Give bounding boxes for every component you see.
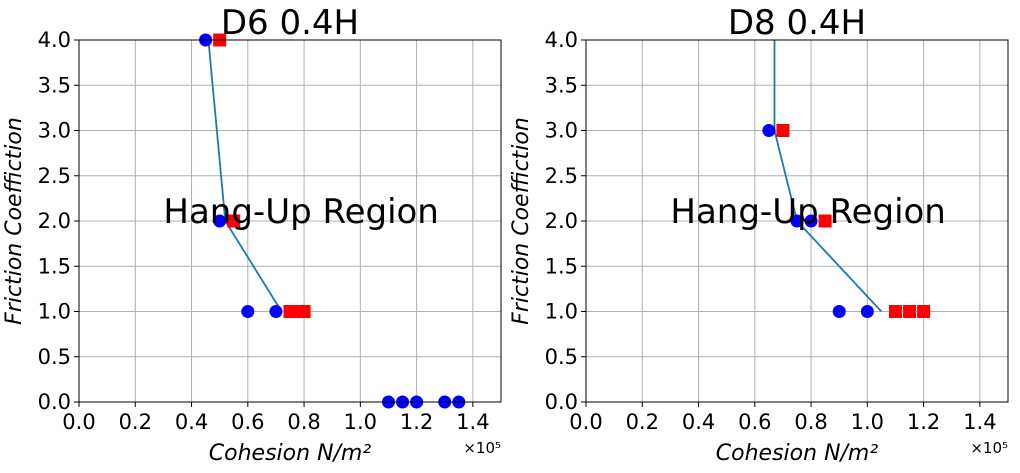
x-tick-label: 1.2 — [400, 410, 433, 434]
blue-circle-point — [762, 124, 776, 137]
chart-title: D6 0.4H — [221, 3, 359, 43]
chart-title: D8 0.4H — [728, 3, 866, 43]
x-tick-label: 0.8 — [794, 410, 827, 434]
red-square-point — [888, 305, 902, 318]
boundary-line — [773, 40, 883, 313]
x-tick-label: 0.8 — [287, 410, 320, 434]
x-tick-label: 1.4 — [456, 410, 489, 434]
chart-panel-2: 0.0 0.2 0.4 0.6 0.8 1.0 1.2 1.4 0.0 0.5 1.0 1.5 2.0 2… — [509, 3, 1009, 466]
x-scale-multiplier: ×10⁵ — [463, 439, 501, 457]
x-tick-label: 0.4 — [682, 410, 715, 434]
y-tick-label: 0.0 — [545, 390, 578, 414]
red-square-point — [903, 305, 917, 318]
blue-circle-point — [269, 305, 283, 318]
y-tick-label: 2.5 — [545, 164, 578, 188]
x-tick-label: 1.4 — [963, 410, 996, 434]
blue-circle-point — [790, 214, 804, 228]
x-tick-label: 0.0 — [569, 410, 602, 434]
y-tick-label: 4.0 — [545, 28, 578, 52]
blue-circle-point — [241, 305, 255, 318]
x-tick-label: 1.0 — [851, 410, 884, 434]
plot-frame — [585, 39, 1009, 403]
x-tick-label: 1.2 — [907, 410, 940, 434]
x-tick-label: 0.2 — [626, 410, 659, 434]
red-square-point — [227, 214, 241, 228]
blue-circle-point — [832, 305, 846, 318]
y-tick-label: 0.5 — [38, 345, 71, 369]
red-square-point — [917, 305, 931, 318]
x-tick-label: 0.2 — [119, 410, 152, 434]
x-axis-label: Cohesion N/m² — [716, 441, 879, 466]
hang-up-region-label: Hang-Up Region — [163, 192, 438, 232]
y-tick-label: 3.0 — [38, 119, 71, 143]
red-square-point — [776, 124, 790, 137]
y-tick-label: 2.0 — [545, 209, 578, 233]
x-scale-multiplier: ×10⁵ — [970, 439, 1008, 457]
plot-frame — [78, 39, 502, 403]
y-tick-label: 0.5 — [545, 345, 578, 369]
blue-circle-point — [860, 305, 874, 318]
chart-panel-1: 0.0 0.2 0.4 0.6 0.8 1.0 1.2 1.4 0.0 0.5 1.0 1.5 2.0 2… — [2, 3, 502, 466]
y-tick-label: 2.0 — [38, 209, 71, 233]
y-tick-label: 4.0 — [38, 28, 71, 52]
y-tick-label: 1.5 — [38, 254, 71, 278]
y-tick-label: 1.0 — [38, 300, 71, 324]
x-axis-label: Cohesion N/m² — [209, 441, 372, 466]
y-tick-label: 0.0 — [38, 390, 71, 414]
y-tick-label: 3.5 — [38, 73, 71, 97]
hang-up-region-label: Hang-Up Region — [670, 192, 945, 232]
y-axis-label: Friction Coeffiction — [509, 117, 534, 325]
red-square-point — [818, 214, 832, 228]
blue-circle-point — [804, 214, 818, 228]
x-tick-label: 0.6 — [231, 410, 264, 434]
y-tick-label: 1.0 — [545, 300, 578, 324]
red-square-point — [297, 305, 311, 318]
y-tick-label: 3.0 — [545, 119, 578, 143]
y-tick-label: 1.5 — [545, 254, 578, 278]
blue-circle-point — [213, 214, 227, 228]
x-tick-label: 0.0 — [62, 410, 95, 434]
y-tick-label: 3.5 — [545, 73, 578, 97]
y-axis-label: Friction Coeffiction — [2, 117, 27, 325]
x-tick-label: 0.6 — [738, 410, 771, 434]
x-tick-label: 1.0 — [344, 410, 377, 434]
x-tick-label: 0.4 — [175, 410, 208, 434]
y-tick-label: 2.5 — [38, 164, 71, 188]
